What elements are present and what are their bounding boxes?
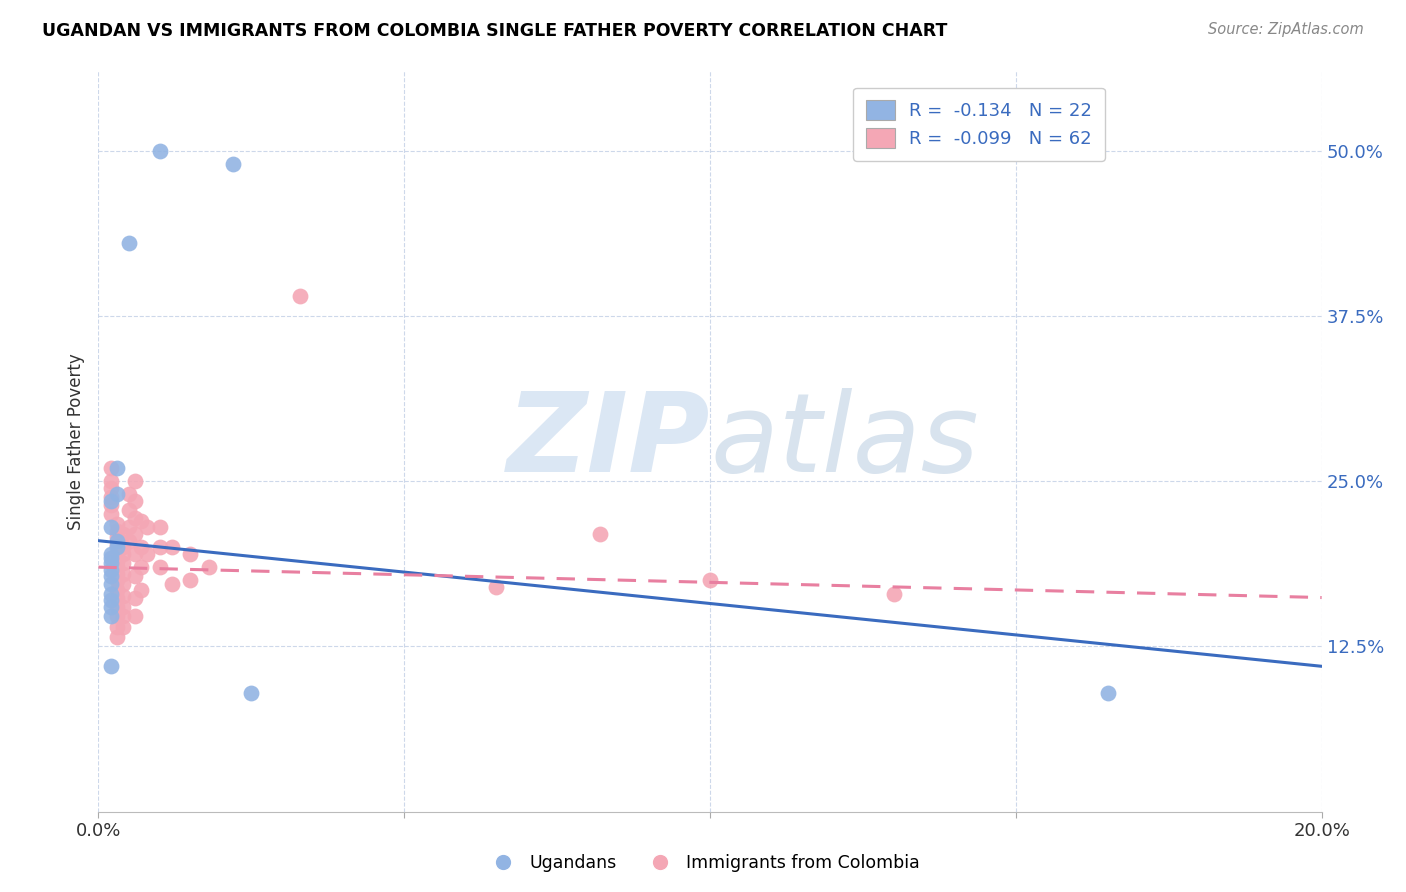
Point (105, 599, 128, 614)
Point (124, 547, 146, 561)
Point (179, 574, 201, 588)
Point (124, 511, 146, 525)
Point (100, 609, 122, 624)
Point (149, 560, 172, 574)
Point (136, 547, 159, 561)
Point (129, 560, 152, 574)
Point (290, 289, 312, 303)
Point (149, 541, 172, 555)
Point (118, 520, 141, 534)
Point (100, 520, 122, 534)
Point (105, 574, 128, 588)
Point (100, 550, 122, 565)
Point (100, 593, 122, 607)
Point (105, 487, 128, 501)
Point (105, 609, 128, 624)
Point (105, 530, 128, 544)
Point (118, 503, 141, 517)
Point (129, 541, 152, 555)
Point (129, 514, 152, 528)
Point (100, 599, 122, 614)
Point (124, 527, 146, 541)
Point (111, 589, 134, 603)
Legend: R =  -0.134   N = 22, R =  -0.099   N = 62: R = -0.134 N = 22, R = -0.099 N = 62 (853, 87, 1105, 161)
Point (100, 508, 122, 522)
Point (100, 547, 122, 561)
Point (100, 659, 122, 673)
Point (105, 541, 128, 555)
Point (105, 461, 128, 475)
Point (485, 580, 508, 594)
Point (149, 520, 172, 534)
Point (129, 582, 152, 597)
Point (149, 144, 172, 158)
Point (124, 609, 146, 624)
Point (105, 546, 128, 560)
Point (197, 560, 219, 574)
Point (100, 577, 122, 591)
Point (111, 566, 134, 581)
Point (240, 686, 263, 700)
Point (589, 527, 612, 541)
Text: atlas: atlas (710, 388, 979, 495)
Point (100, 556, 122, 570)
Point (1097, 686, 1119, 700)
Point (105, 630, 128, 644)
Point (111, 577, 134, 591)
Point (124, 494, 146, 508)
Point (111, 541, 134, 555)
Point (105, 533, 128, 548)
Text: ZIP: ZIP (506, 388, 710, 495)
Legend: Ugandans, Immigrants from Colombia: Ugandans, Immigrants from Colombia (479, 847, 927, 879)
Point (100, 494, 122, 508)
Point (111, 609, 134, 624)
Point (160, 577, 183, 591)
Point (160, 541, 183, 555)
Point (100, 461, 122, 475)
Point (111, 599, 134, 614)
Point (124, 591, 146, 605)
Text: Source: ZipAtlas.com: Source: ZipAtlas.com (1208, 22, 1364, 37)
Point (111, 527, 134, 541)
Point (100, 586, 122, 600)
Point (100, 474, 122, 488)
Point (100, 569, 122, 583)
Point (179, 547, 201, 561)
Point (883, 586, 905, 600)
Point (222, 157, 245, 171)
Point (100, 498, 122, 512)
Point (105, 566, 128, 581)
Point (136, 520, 159, 534)
Point (105, 560, 128, 574)
Point (111, 619, 134, 633)
Point (105, 582, 128, 597)
Point (124, 474, 146, 488)
Point (111, 556, 134, 570)
Point (118, 533, 141, 548)
Point (118, 487, 141, 501)
Point (100, 490, 122, 504)
Point (105, 553, 128, 567)
Point (124, 569, 146, 583)
Point (105, 516, 128, 531)
Point (105, 538, 128, 552)
Point (100, 563, 122, 577)
Text: UGANDAN VS IMMIGRANTS FROM COLOMBIA SINGLE FATHER POVERTY CORRELATION CHART: UGANDAN VS IMMIGRANTS FROM COLOMBIA SING… (42, 22, 948, 40)
Point (105, 524, 128, 539)
Point (111, 547, 134, 561)
Point (699, 574, 721, 588)
Point (100, 481, 122, 495)
Point (118, 236, 141, 251)
Point (105, 591, 128, 605)
Y-axis label: Single Father Poverty: Single Father Poverty (66, 353, 84, 530)
Point (105, 619, 128, 633)
